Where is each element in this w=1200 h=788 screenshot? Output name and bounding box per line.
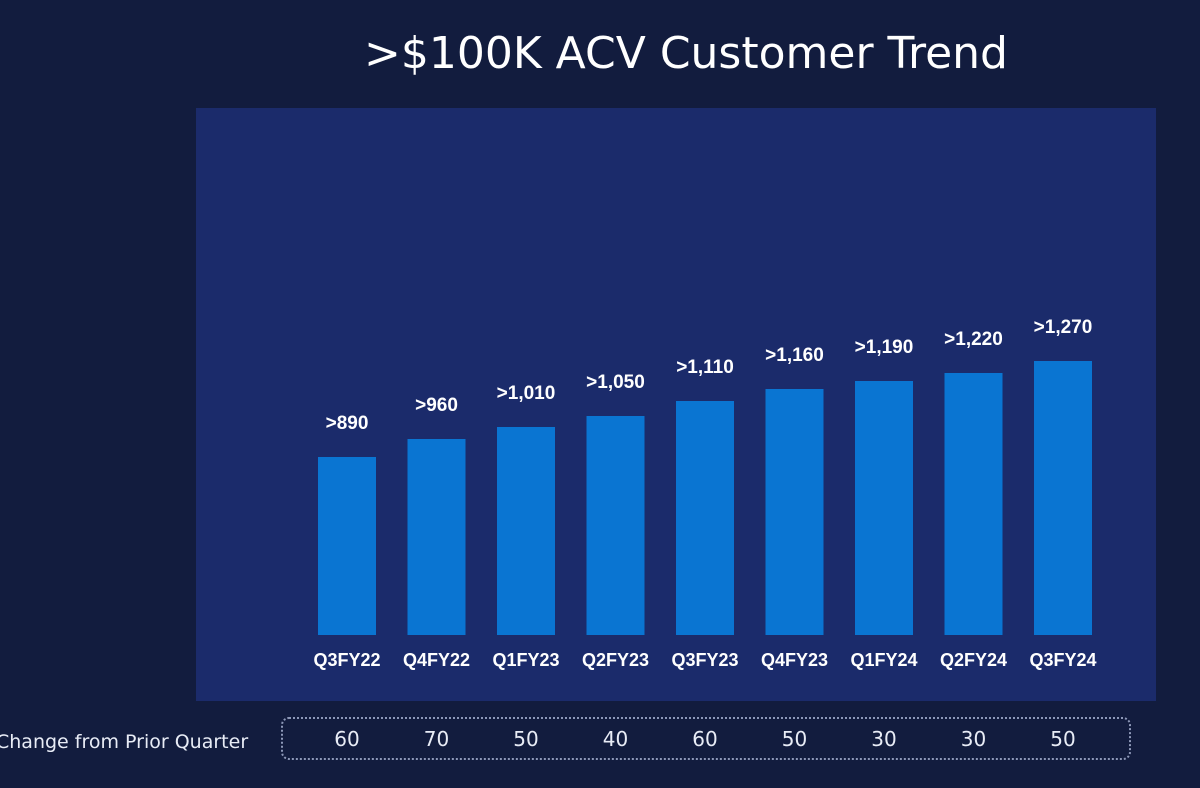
tick-label-Q4FY23: Q4FY23 (761, 650, 828, 670)
change-value-Q3FY22: 60 (334, 727, 360, 751)
bar-Q2FY24 (944, 373, 1003, 635)
tick-label-Q2FY24: Q2FY24 (940, 650, 1007, 670)
data-label-Q3FY24: >1,270 (1034, 317, 1093, 338)
bar-Q3FY24 (1034, 361, 1092, 635)
tick-label-Q2FY23: Q2FY23 (582, 650, 649, 670)
change-value-Q4FY23: 50 (781, 727, 808, 751)
bar-Q3FY23 (676, 401, 734, 635)
data-label-Q1FY23: >1,010 (497, 383, 556, 404)
change-value-Q2FY23: 40 (602, 727, 629, 751)
tick-label-Q1FY24: Q1FY24 (850, 650, 917, 670)
bar-Q1FY24 (855, 381, 913, 635)
tick-label-Q3FY22: Q3FY22 (313, 650, 380, 670)
tick-label-Q3FY24: Q3FY24 (1029, 650, 1096, 670)
data-label-Q1FY24: >1,190 (855, 337, 914, 358)
bar-Q4FY22 (407, 439, 466, 635)
data-label-Q4FY23: >1,160 (765, 345, 824, 366)
bar-Q1FY23 (497, 427, 555, 635)
bar-Q2FY23 (586, 416, 645, 635)
change-value-Q3FY23: 60 (692, 727, 718, 751)
change-value-Q3FY24: 50 (1050, 727, 1076, 751)
tick-label-Q1FY23: Q1FY23 (492, 650, 559, 670)
bar-Q3FY22 (318, 457, 376, 635)
bar-Q4FY23 (765, 389, 824, 635)
data-label-Q4FY22: >960 (415, 395, 458, 416)
change-label: Change from Prior Quarter (0, 731, 249, 753)
change-value-Q2FY24: 30 (960, 727, 987, 751)
change-value-Q4FY22: 70 (423, 727, 450, 751)
change-value-Q1FY23: 50 (513, 727, 539, 751)
tick-label-Q4FY22: Q4FY22 (403, 650, 470, 670)
change-value-Q1FY24: 30 (871, 727, 897, 751)
data-label-Q2FY23: >1,050 (586, 372, 645, 393)
change-row-box (281, 717, 1131, 760)
data-label-Q2FY24: >1,220 (944, 329, 1003, 350)
chart-title: >$100K ACV Customer Trend (364, 28, 1008, 79)
bar-chart: >890 Q3FY22 >960 Q4FY22 >1,010 Q1FY23 >1,050 Q2… (313, 317, 1096, 670)
data-label-Q3FY22: >890 (326, 413, 369, 434)
data-label-Q3FY23: >1,110 (676, 357, 734, 378)
chart-title-text: >$100K ACV Customer Trend (364, 28, 1008, 79)
chart-panel: >890 Q3FY22 >960 Q4FY22 >1,010 Q1FY23 >1,050 Q2… (196, 108, 1156, 701)
tick-label-Q3FY23: Q3FY23 (671, 650, 738, 670)
